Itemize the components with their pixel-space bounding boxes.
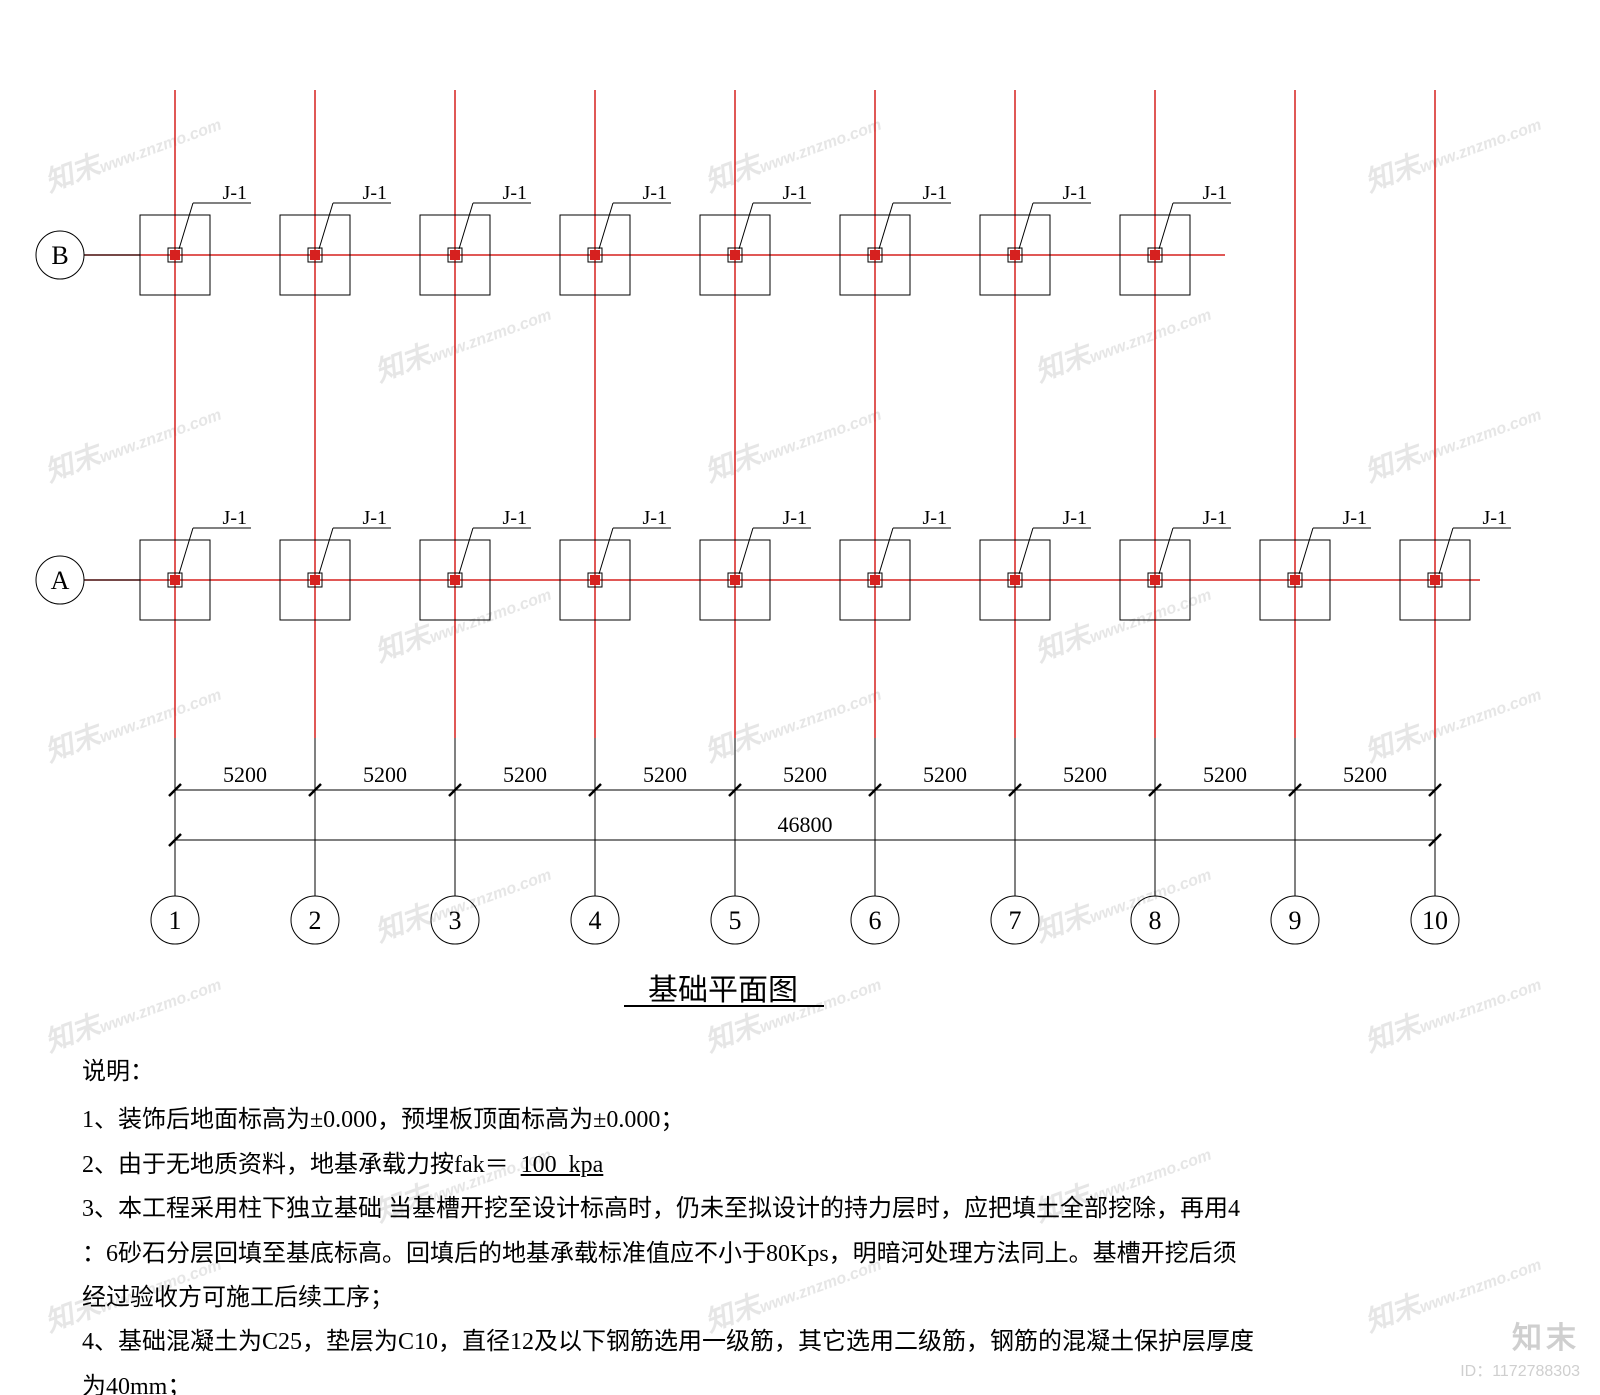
notes-line: 经过验收方可施工后续工序； <box>82 1276 1432 1320</box>
svg-text:5200: 5200 <box>783 762 827 787</box>
notes-header: 说明： <box>82 1050 1432 1094</box>
drawing-title-underline <box>624 1005 824 1007</box>
pad-leader <box>739 203 753 249</box>
pad-column-fill <box>1010 575 1020 585</box>
id-badge-title: 知末 <box>1460 1313 1580 1357</box>
pad-column-fill <box>310 250 320 260</box>
pad-label: J-1 <box>1343 507 1367 529</box>
pad-column-fill <box>170 250 180 260</box>
pad-leader <box>319 528 333 574</box>
svg-text:B: B <box>51 241 68 270</box>
id-badge: 知末 ID：1172788303 <box>1460 1313 1580 1381</box>
pad-leader <box>879 203 893 249</box>
svg-text:4: 4 <box>589 906 602 935</box>
svg-text:5200: 5200 <box>923 762 967 787</box>
pad-column-fill <box>170 575 180 585</box>
drawing-title: 基础平面图 <box>648 965 798 1009</box>
svg-text:5200: 5200 <box>1203 762 1247 787</box>
pad-column-fill <box>730 575 740 585</box>
pad-label: J-1 <box>1063 182 1087 204</box>
pad-label: J-1 <box>363 507 387 529</box>
svg-text:5200: 5200 <box>503 762 547 787</box>
notes-line: 2、由于无地质资料，地基承载力按fak＝ 100 kpa <box>82 1143 1432 1187</box>
id-badge-number: ID：1172788303 <box>1460 1357 1580 1381</box>
notes-block: 说明： 1、装饰后地面标高为±0.000，预埋板顶面标高为±0.000；2、由于… <box>82 1050 1432 1395</box>
pad-label: J-1 <box>503 182 527 204</box>
svg-text:5200: 5200 <box>223 762 267 787</box>
pad-column-fill <box>310 575 320 585</box>
pad-leader <box>1159 203 1173 249</box>
pad-label: J-1 <box>223 507 247 529</box>
pad-label: J-1 <box>643 507 667 529</box>
pad-leader <box>319 203 333 249</box>
pad-leader <box>179 528 193 574</box>
pad-column-fill <box>1010 250 1020 260</box>
pad-label: J-1 <box>783 507 807 529</box>
svg-text:6: 6 <box>869 906 882 935</box>
svg-text:3: 3 <box>449 906 462 935</box>
pad-label: J-1 <box>1203 182 1227 204</box>
pad-label: J-1 <box>923 507 947 529</box>
pad-column-fill <box>1150 250 1160 260</box>
pad-leader <box>1159 528 1173 574</box>
svg-text:1: 1 <box>169 906 182 935</box>
pad-leader <box>459 203 473 249</box>
notes-line: 为40mm； <box>82 1365 1432 1395</box>
pad-column-fill <box>870 575 880 585</box>
pad-leader <box>179 203 193 249</box>
svg-text:5200: 5200 <box>363 762 407 787</box>
pad-leader <box>459 528 473 574</box>
pad-leader <box>879 528 893 574</box>
pad-leader <box>599 203 613 249</box>
pad-column-fill <box>450 575 460 585</box>
svg-text:5200: 5200 <box>1343 762 1387 787</box>
pad-column-fill <box>730 250 740 260</box>
svg-text:7: 7 <box>1009 906 1022 935</box>
notes-line: 3、本工程采用柱下独立基础 当基槽开挖至设计标高时，仍未至拟设计的持力层时，应把… <box>82 1187 1432 1231</box>
pad-leader <box>1019 528 1033 574</box>
pad-label: J-1 <box>1203 507 1227 529</box>
pad-column-fill <box>1290 575 1300 585</box>
svg-text:9: 9 <box>1289 906 1302 935</box>
pad-label: J-1 <box>223 182 247 204</box>
pad-leader <box>1019 203 1033 249</box>
svg-text:2: 2 <box>309 906 322 935</box>
pad-label: J-1 <box>1063 507 1087 529</box>
pad-label: J-1 <box>643 182 667 204</box>
pad-label: J-1 <box>1483 507 1507 529</box>
pad-leader <box>599 528 613 574</box>
pad-column-fill <box>1430 575 1440 585</box>
pad-column-fill <box>590 250 600 260</box>
svg-text:5: 5 <box>729 906 742 935</box>
svg-text:5200: 5200 <box>643 762 687 787</box>
pad-label: J-1 <box>363 182 387 204</box>
pad-leader <box>1439 528 1453 574</box>
svg-text:8: 8 <box>1149 906 1162 935</box>
pad-leader <box>1299 528 1313 574</box>
notes-line: 1、装饰后地面标高为±0.000，预埋板顶面标高为±0.000； <box>82 1098 1432 1142</box>
pad-column-fill <box>870 250 880 260</box>
pad-column-fill <box>1150 575 1160 585</box>
svg-text:A: A <box>51 566 70 595</box>
notes-line: ：6砂石分层回填至基底标高。回填后的地基承载标准值应不小于80Kps，明暗河处理… <box>82 1232 1432 1276</box>
svg-text:46800: 46800 <box>778 812 833 837</box>
pad-label: J-1 <box>923 182 947 204</box>
svg-text:10: 10 <box>1422 906 1448 935</box>
pad-label: J-1 <box>783 182 807 204</box>
pad-column-fill <box>590 575 600 585</box>
pad-label: J-1 <box>503 507 527 529</box>
pad-column-fill <box>450 250 460 260</box>
notes-line: 4、基础混凝土为C25，垫层为C10，直径12及以下钢筋选用一级筋，其它选用二级… <box>82 1320 1432 1364</box>
pad-leader <box>739 528 753 574</box>
svg-text:5200: 5200 <box>1063 762 1107 787</box>
